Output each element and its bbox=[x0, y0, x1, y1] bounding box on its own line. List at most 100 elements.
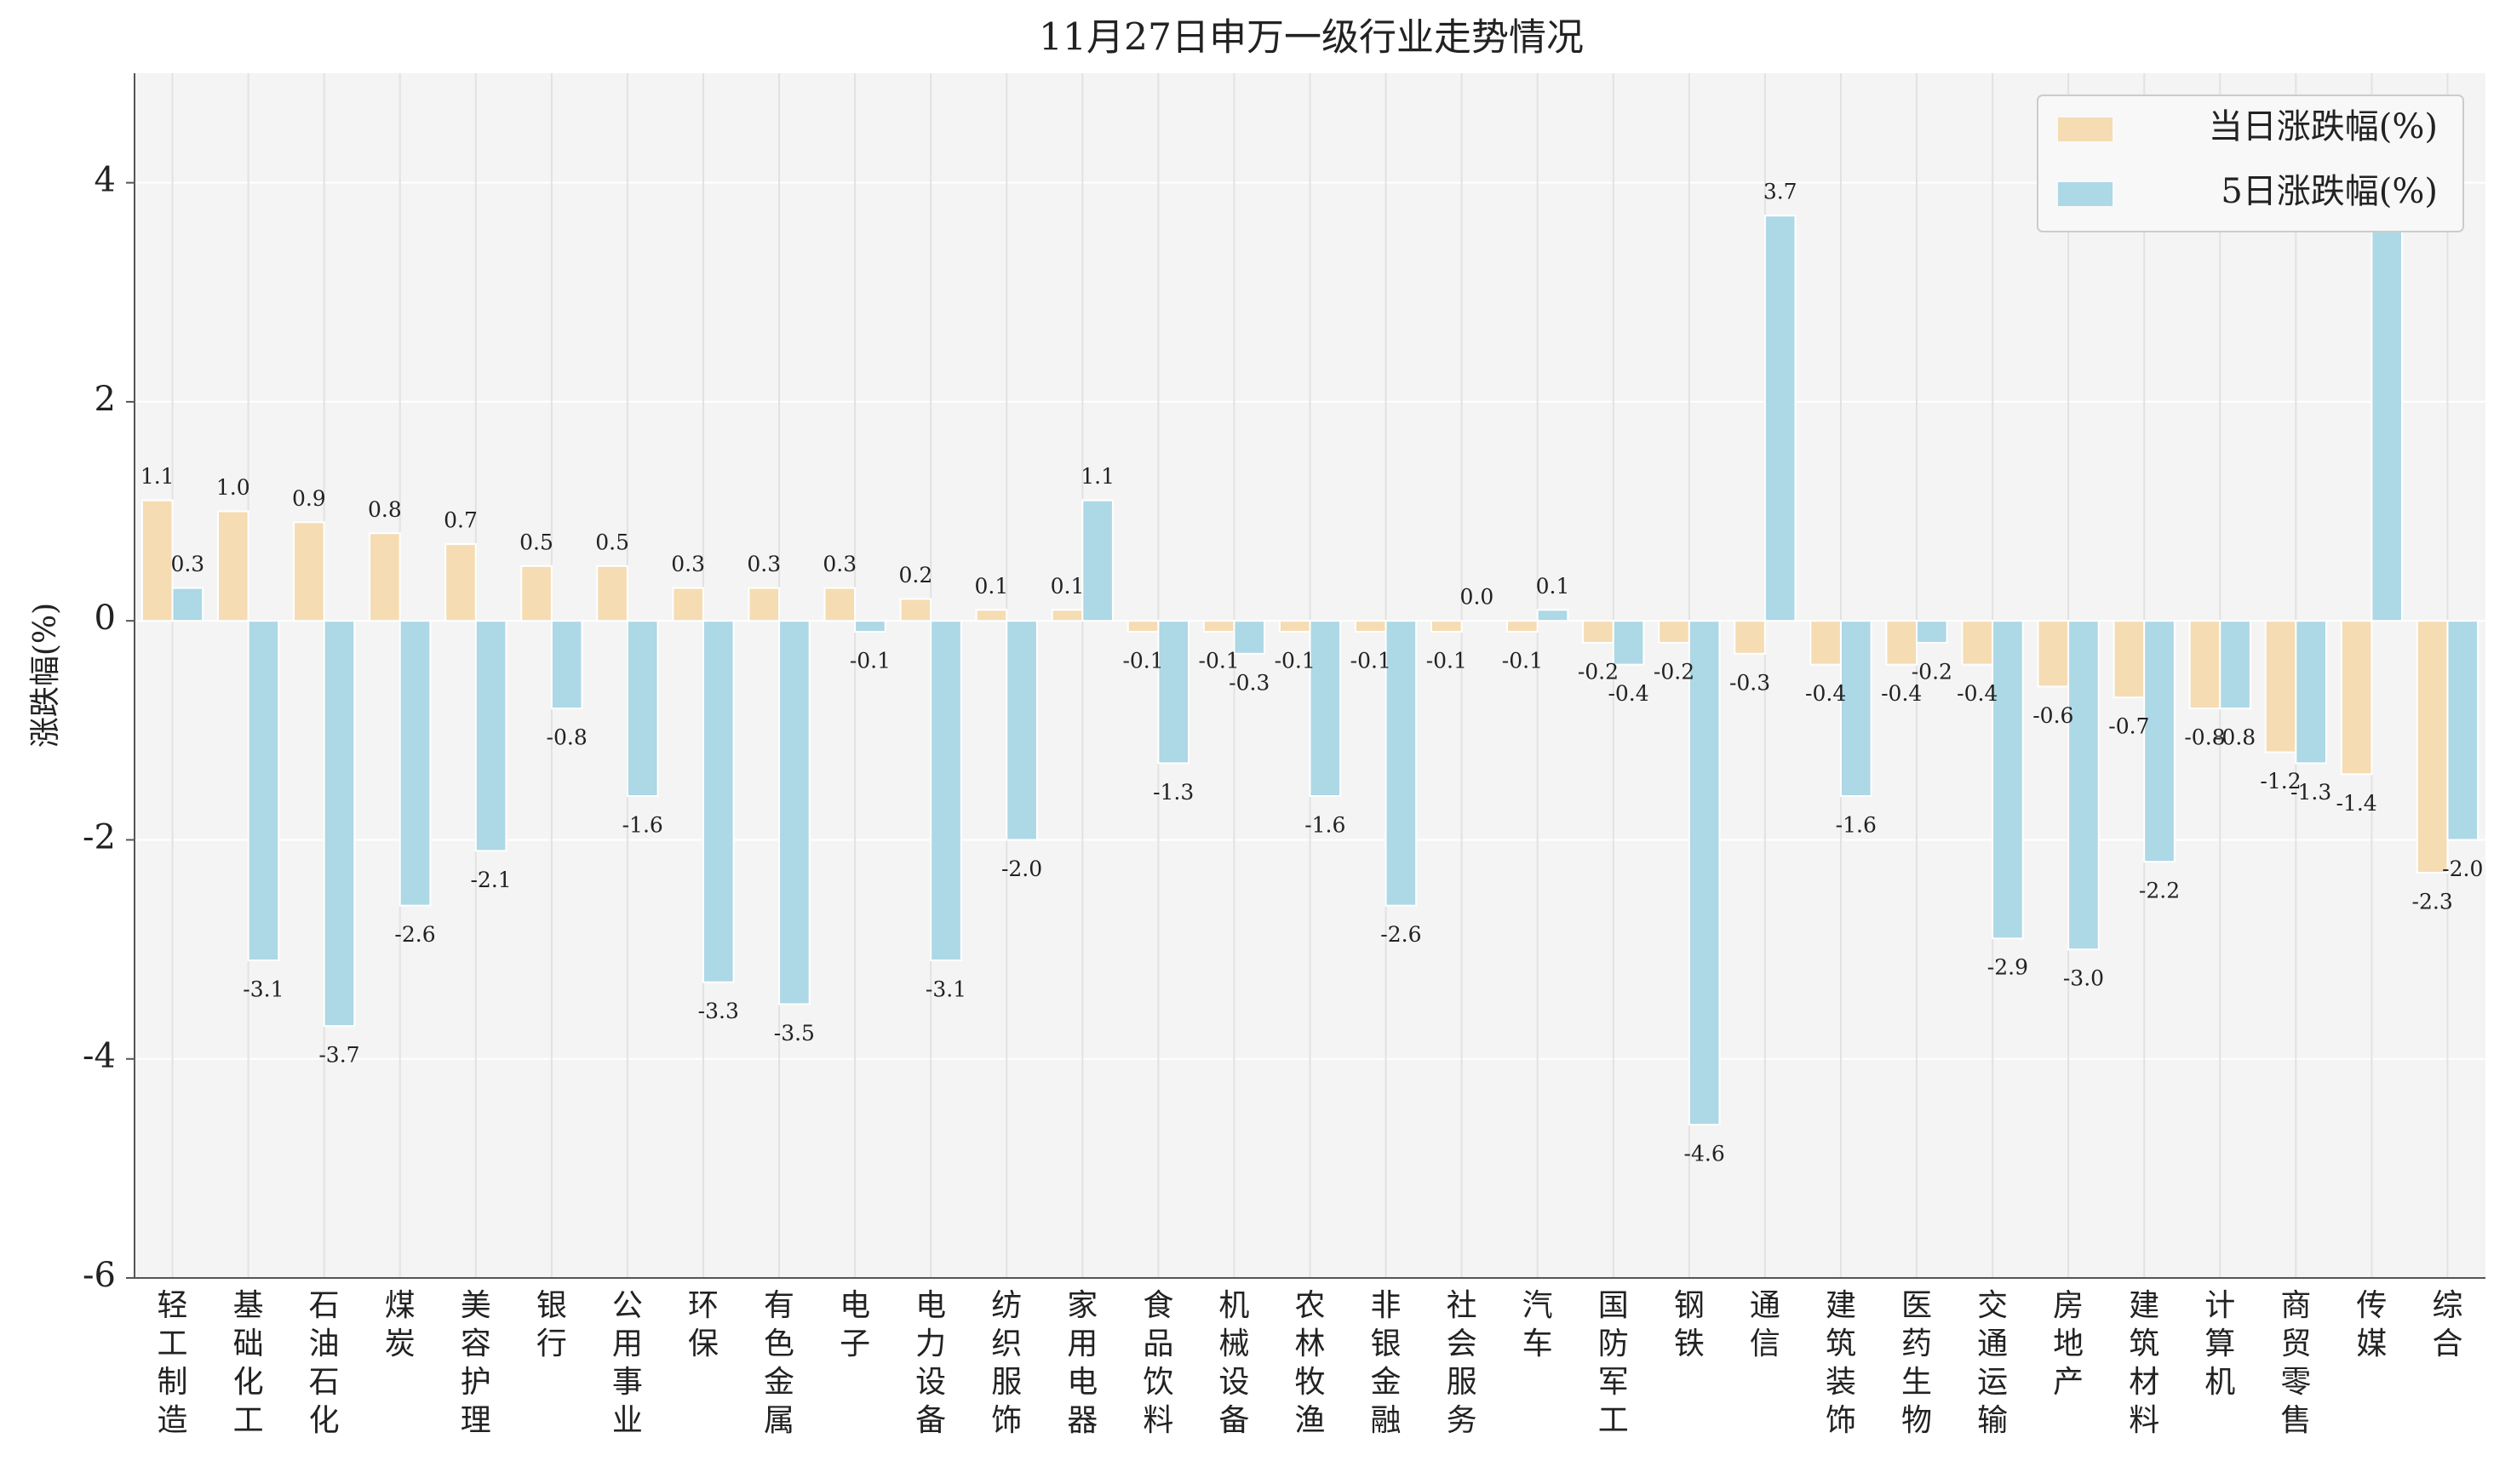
value-label: 0.1 bbox=[1536, 574, 1570, 599]
x-tick-label: 银行 bbox=[536, 1288, 567, 1361]
x-tick-label: 建筑装饰 bbox=[1826, 1288, 1856, 1438]
bar bbox=[1582, 620, 1614, 644]
x-tick-label: 机械设备 bbox=[1218, 1288, 1249, 1438]
value-label: -0.4 bbox=[1608, 681, 1648, 706]
bar bbox=[626, 620, 659, 797]
value-label: 0.8 bbox=[368, 497, 402, 522]
value-label: -0.2 bbox=[1912, 659, 1952, 684]
bar bbox=[2219, 620, 2251, 710]
x-tick-label: 美容护理 bbox=[461, 1288, 491, 1438]
x-tick-label: 钢铁 bbox=[1674, 1288, 1705, 1361]
value-label: -3.1 bbox=[926, 977, 966, 1001]
value-label: 0.0 bbox=[1460, 585, 1494, 610]
bar bbox=[398, 620, 432, 907]
labels: -6 -4 -2 0 2 4 轻工制造 基础化工 石油石化 煤炭 美容护理 银行 公用事业 环保 有色金属 电… bbox=[83, 161, 2483, 1438]
x-tick-label: 基础化工 bbox=[233, 1288, 264, 1438]
chart-title: 11月27日申万一级行业走势情况 bbox=[1039, 16, 1584, 60]
value-label: -0.1 bbox=[1122, 649, 1163, 673]
value-label: -0.3 bbox=[1729, 670, 1770, 695]
value-label: -2.6 bbox=[1380, 922, 1421, 947]
value-label: -1.4 bbox=[2336, 791, 2376, 816]
x-tick-label: 建筑材料 bbox=[2129, 1288, 2159, 1438]
bar bbox=[1916, 620, 1948, 644]
x-tick-label: 传媒 bbox=[2356, 1288, 2387, 1361]
value-label: -0.1 bbox=[1426, 649, 1467, 673]
bar bbox=[369, 532, 401, 622]
bar bbox=[1885, 620, 1918, 666]
bar bbox=[1506, 620, 1539, 633]
x-tick-label: 公用事业 bbox=[612, 1288, 643, 1438]
legend-box bbox=[2037, 95, 2464, 232]
value-label: 1.1 bbox=[140, 464, 175, 489]
bar bbox=[2340, 620, 2373, 776]
bar bbox=[854, 620, 886, 633]
value-label: -1.3 bbox=[1153, 780, 1194, 805]
value-label: 1.0 bbox=[216, 475, 250, 500]
value-label: -3.1 bbox=[243, 977, 284, 1001]
x-tick-label: 综合 bbox=[2432, 1288, 2462, 1361]
bar bbox=[1430, 620, 1463, 633]
bar bbox=[2446, 620, 2479, 841]
bar bbox=[2295, 620, 2327, 765]
x-tick-label: 煤炭 bbox=[385, 1288, 416, 1361]
bar bbox=[1809, 620, 1842, 666]
x-tick-label: 电子 bbox=[840, 1288, 870, 1361]
value-label: -3.7 bbox=[318, 1043, 359, 1068]
bar bbox=[1839, 620, 1872, 797]
bar bbox=[1992, 620, 2024, 940]
legend-label: 当日涨跌幅(%) bbox=[2209, 107, 2438, 146]
bar bbox=[1051, 609, 1084, 622]
bar bbox=[140, 499, 174, 622]
x-tick-label: 社会服务 bbox=[1447, 1288, 1477, 1438]
value-label: -0.6 bbox=[2032, 703, 2073, 728]
x-tick-label: 电力设备 bbox=[915, 1288, 946, 1438]
value-label: -1.2 bbox=[2260, 769, 2301, 794]
bar bbox=[1734, 620, 1766, 655]
bar bbox=[323, 620, 356, 1028]
bar bbox=[247, 620, 280, 961]
value-label: 0.5 bbox=[595, 530, 629, 554]
bar bbox=[1688, 620, 1721, 1126]
value-label: -0.1 bbox=[850, 649, 891, 673]
bar bbox=[1278, 620, 1311, 633]
legend-label: 5日涨跌幅(%) bbox=[2221, 172, 2438, 211]
bar bbox=[2416, 620, 2449, 874]
x-tick-label: 环保 bbox=[688, 1288, 719, 1361]
value-label: -0.4 bbox=[1805, 681, 1846, 706]
bar bbox=[474, 620, 507, 852]
value-label: 0.3 bbox=[671, 552, 705, 576]
bar bbox=[2037, 620, 2070, 688]
bar bbox=[1233, 620, 1266, 655]
value-label: -2.0 bbox=[1001, 857, 1042, 881]
y-tick-label: 2 bbox=[95, 380, 116, 419]
bar bbox=[975, 609, 1008, 622]
value-label: -0.1 bbox=[1275, 649, 1316, 673]
value-label: -2.1 bbox=[470, 868, 511, 892]
value-label: 0.5 bbox=[519, 530, 553, 554]
value-label: -0.7 bbox=[2108, 714, 2149, 739]
value-label: -2.2 bbox=[2139, 879, 2180, 903]
y-tick-label: 4 bbox=[95, 161, 116, 200]
value-label: -0.8 bbox=[2215, 725, 2256, 750]
x-tick-label: 通信 bbox=[1750, 1288, 1780, 1361]
value-label: -3.3 bbox=[698, 999, 739, 1023]
value-label: -2.9 bbox=[1987, 955, 2028, 980]
legend-swatch bbox=[2058, 182, 2113, 206]
bar bbox=[596, 564, 628, 622]
bars bbox=[140, 203, 2479, 1126]
bar bbox=[1658, 620, 1690, 644]
legend: 当日涨跌幅(%) 5日涨跌幅(%) bbox=[2037, 95, 2464, 232]
x-tick-label: 交通运输 bbox=[1977, 1288, 2008, 1438]
bar bbox=[2143, 620, 2176, 863]
value-label: -0.2 bbox=[1654, 659, 1694, 684]
x-tick-label: 食品饮料 bbox=[1143, 1288, 1173, 1438]
y-tick-label: -6 bbox=[83, 1256, 116, 1295]
value-label: -0.1 bbox=[1350, 649, 1391, 673]
x-tick-label: 国防军工 bbox=[1598, 1288, 1629, 1438]
bar bbox=[1961, 620, 1994, 666]
x-tick-label: 石油石化 bbox=[309, 1288, 340, 1438]
value-label: 0.2 bbox=[898, 563, 932, 587]
value-label: -0.4 bbox=[1957, 681, 1998, 706]
x-tick-label: 家用电器 bbox=[1067, 1288, 1098, 1438]
x-tick-label: 医药生物 bbox=[1901, 1288, 1932, 1438]
